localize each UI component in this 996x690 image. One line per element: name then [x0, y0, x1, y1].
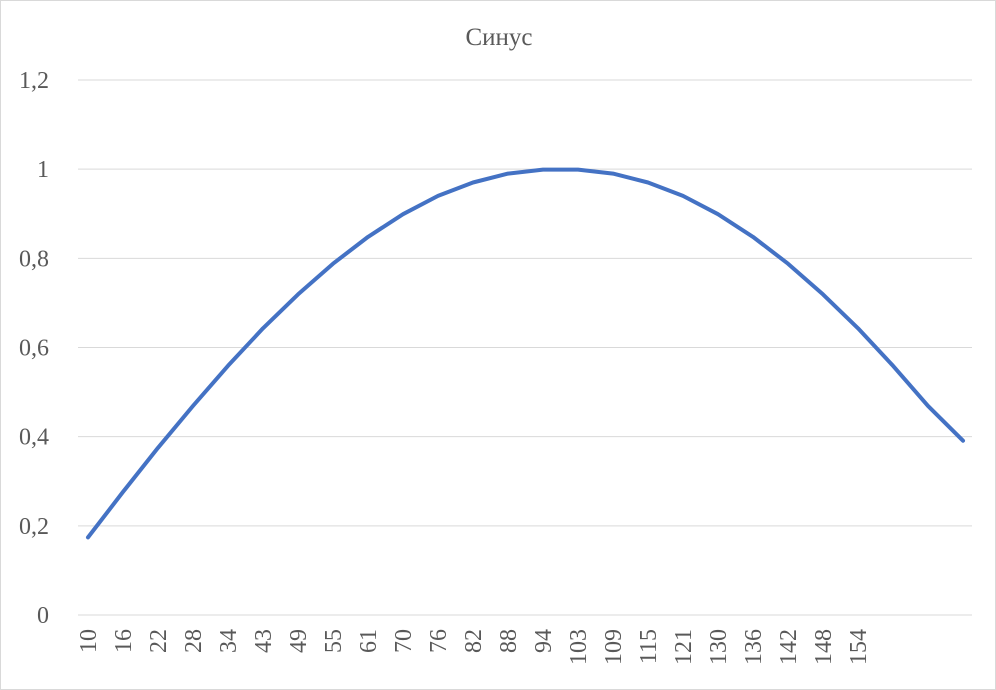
y-tick-label: 0,4	[19, 425, 49, 451]
x-tick-label: 43	[251, 629, 277, 653]
y-tick-label: 0	[37, 603, 49, 629]
y-tick-label: 0,8	[19, 246, 49, 272]
y-tick-label: 1	[37, 157, 49, 183]
x-tick-label: 55	[321, 629, 347, 653]
x-tick-label: 70	[391, 629, 417, 653]
x-tick-label: 115	[636, 629, 662, 664]
x-tick-label: 109	[601, 629, 627, 665]
y-tick-label: 0,2	[19, 514, 49, 540]
x-tick-label: 94	[531, 629, 557, 653]
gridlines	[78, 79, 972, 616]
x-tick-label: 154	[846, 629, 872, 665]
x-axis: 10 16 22 28 34 43 49 55 61 70 76 82 88 94 103 109 115 121…	[76, 629, 872, 665]
y-tick-label: 0,6	[19, 336, 49, 362]
x-tick-label: 16	[111, 629, 137, 653]
x-tick-label: 88	[496, 629, 522, 653]
x-tick-label: 49	[286, 629, 312, 653]
x-tick-label: 136	[741, 629, 767, 665]
x-tick-label: 130	[706, 629, 732, 665]
x-tick-label: 10	[76, 629, 102, 653]
x-tick-label: 76	[426, 629, 452, 653]
x-tick-label: 82	[461, 629, 487, 653]
x-tick-label: 22	[146, 629, 172, 653]
x-tick-label: 28	[181, 629, 207, 653]
x-tick-label: 121	[671, 629, 697, 665]
x-tick-label: 142	[776, 629, 802, 665]
x-tick-label: 148	[811, 629, 837, 665]
x-tick-label: 61	[356, 629, 382, 653]
series-line-1	[86, 167, 965, 540]
x-tick-label: 34	[216, 629, 242, 653]
y-tick-label: 1,2	[19, 68, 49, 94]
chart-title: Синус	[465, 24, 532, 51]
y-axis: 0 0,2 0,4 0,6 0,8 1 1,2	[19, 68, 49, 629]
series-layer	[86, 167, 965, 540]
x-tick-label: 103	[566, 629, 592, 665]
